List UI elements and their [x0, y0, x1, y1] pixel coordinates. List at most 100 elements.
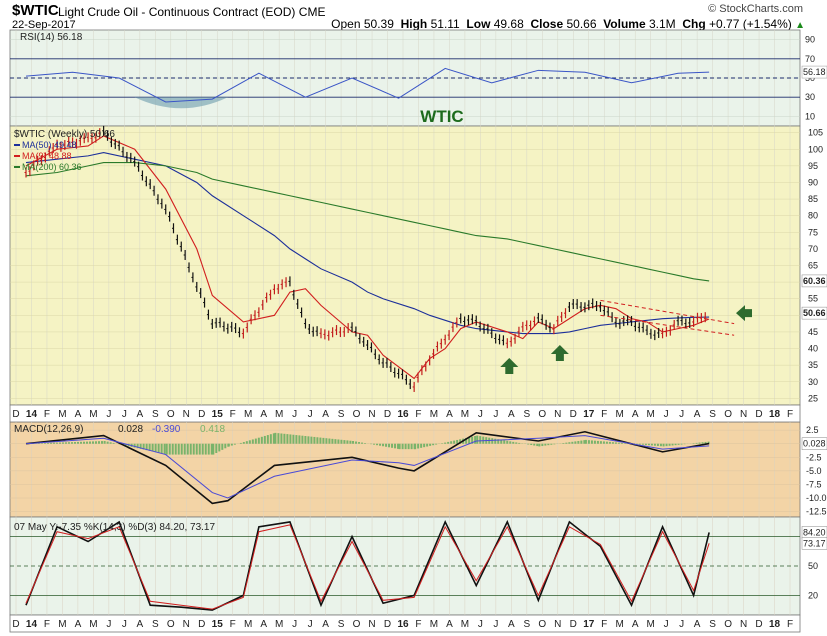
- y-tick-label: -2.5: [806, 452, 822, 462]
- y-tick-label: -12.5: [806, 507, 827, 517]
- instrument-name: Light Crude Oil - Continuous Contract (E…: [58, 5, 296, 19]
- x-tick-label: D: [570, 409, 577, 420]
- macd-histogram-bar: [674, 443, 677, 446]
- macd-histogram-bar: [145, 443, 148, 451]
- macd-histogram-bar: [53, 442, 55, 444]
- macd-histogram-bar: [148, 443, 151, 451]
- macd-histogram-bar: [280, 433, 283, 444]
- macd-histogram-bar: [518, 442, 521, 444]
- macd-histogram-bar: [352, 441, 355, 444]
- macd-histogram-bar: [56, 442, 58, 444]
- macd-histogram-bar: [328, 438, 331, 444]
- macd-histogram-bar: [266, 435, 269, 444]
- x-tick-label: F: [230, 619, 236, 630]
- price-last-value-box: [801, 306, 827, 320]
- x-tick-label: M: [275, 409, 283, 420]
- macd-histogram-bar: [596, 440, 599, 444]
- macd-histogram-bar: [239, 442, 242, 444]
- macd-signal-line: [25, 435, 710, 499]
- macd-histogram-bar: [168, 443, 171, 455]
- macd-histogram-bar: [404, 443, 407, 450]
- x-tick-label: F: [44, 409, 50, 420]
- macd-histogram-bar: [482, 436, 485, 444]
- y-tick-label: 90: [805, 35, 815, 45]
- change-value: +0.77 (+1.54%): [709, 17, 792, 31]
- macd-histogram-bar: [497, 439, 500, 444]
- macd-histogram-bar: [432, 443, 435, 446]
- macd-histogram-bar: [269, 434, 272, 444]
- macd-histogram-bar: [587, 440, 590, 444]
- macd-histogram-bar: [41, 443, 43, 444]
- macd-histogram-bar: [142, 443, 145, 450]
- macd-histogram-bar: [286, 434, 289, 444]
- macd-histogram-bar: [584, 439, 587, 444]
- x-tick-label: M: [616, 619, 624, 630]
- macd-histogram-bar: [695, 442, 698, 444]
- x-tick-label: J: [122, 619, 127, 630]
- macd-histogram-bar: [668, 443, 671, 446]
- x-tick-label: D: [755, 409, 762, 420]
- macd-histogram-bar: [207, 443, 210, 455]
- macd-histogram-bar: [289, 434, 292, 444]
- ohlc-readout: Open 50.39 High 51.11 Low 49.68 Close 50…: [331, 17, 805, 31]
- macd-histogram-bar: [420, 443, 423, 448]
- time-axis-band: [9, 404, 801, 423]
- x-tick-label: F: [787, 619, 793, 630]
- macd-histogram-bar: [343, 440, 346, 444]
- x-tick-label: F: [44, 619, 50, 630]
- x-tick-label: D: [384, 619, 391, 630]
- macd-histogram-bar: [398, 443, 401, 450]
- macd-histogram-bar: [263, 435, 266, 444]
- x-tick-label: D: [12, 619, 19, 630]
- macd-histogram-bar: [474, 436, 477, 444]
- x-tick-label: M: [461, 619, 469, 630]
- x-tick-label: A: [75, 619, 82, 630]
- y-tick-label: 25: [808, 393, 818, 403]
- macd-histogram-bar: [92, 441, 94, 444]
- x-tick-label: A: [260, 619, 267, 630]
- x-tick-label: M: [58, 619, 66, 630]
- macd-histogram-bar: [340, 439, 343, 444]
- y-tick-label: 10: [805, 111, 815, 121]
- macd-histogram-bar: [89, 441, 91, 444]
- close-label: Close: [530, 17, 564, 31]
- macd-histogram-bar: [503, 440, 506, 444]
- x-tick-label: A: [322, 409, 329, 420]
- macd-histogram-bar: [171, 443, 174, 455]
- macd-histogram-bar: [254, 438, 257, 444]
- macd-histogram-bar: [358, 442, 361, 444]
- rsi-line: [25, 67, 710, 103]
- x-tick-label: O: [167, 619, 175, 630]
- x-tick-label: 14: [26, 619, 38, 630]
- x-tick-label: A: [632, 409, 639, 420]
- x-tick-label: F: [230, 409, 236, 420]
- macd-histogram-bar: [388, 443, 391, 448]
- macd-histogram-bar: [450, 441, 453, 444]
- macd-histogram-bar: [325, 438, 328, 444]
- x-tick-label: J: [679, 409, 684, 420]
- x-tick-label: O: [538, 409, 546, 420]
- macd-histogram-bar: [180, 443, 183, 455]
- macd-histogram-bar: [218, 443, 221, 452]
- chart-annotation: WTIC: [420, 107, 463, 126]
- y-tick-label: 65: [808, 261, 818, 271]
- macd-histogram-bar: [201, 443, 204, 455]
- x-tick-label: S: [152, 409, 159, 420]
- macd-histogram-bar: [74, 442, 76, 444]
- macd-histogram-bar: [355, 441, 358, 444]
- macd-histogram-bar: [500, 439, 503, 444]
- brand-mark: © StockCharts.com: [708, 3, 803, 15]
- x-tick-label: A: [137, 619, 144, 630]
- high-value: 51.11: [430, 17, 460, 31]
- y-tick-label: 30: [805, 92, 815, 102]
- macd-histogram-bar: [212, 443, 215, 455]
- macd-histogram-bar: [165, 443, 168, 455]
- macd-histogram-bar: [242, 442, 245, 444]
- macd-histogram-bar: [644, 443, 647, 445]
- x-tick-label: J: [664, 409, 669, 420]
- macd-histogram-bar: [397, 443, 400, 449]
- macd-line: [25, 430, 710, 505]
- macd-histogram-bar: [379, 443, 382, 446]
- macd-histogram-bar: [623, 443, 626, 444]
- change-label: Chg: [682, 17, 706, 31]
